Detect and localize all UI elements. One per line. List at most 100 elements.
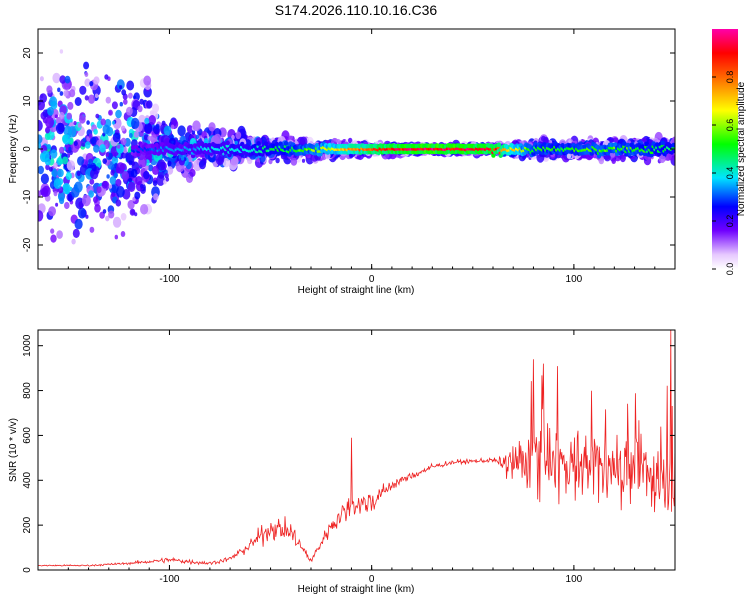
heatmap-ridge-cell (649, 152, 654, 158)
colorbar-tick-label: 0.6 (725, 119, 735, 132)
heatmap-blob (120, 137, 127, 146)
heatmap-ridge-cell (496, 142, 502, 148)
heatmap-blob (157, 159, 166, 171)
heatmap-blob (84, 141, 91, 149)
heatmap-blob (230, 156, 239, 167)
heatmap-blob (598, 157, 605, 165)
heatmap-blob (50, 234, 57, 243)
heatmap-blob (69, 150, 73, 155)
colorbar-gradient (712, 29, 738, 269)
heatmap-ridge-cell (644, 141, 649, 147)
heatmap-blob (191, 130, 196, 135)
heatmap-blob (611, 158, 616, 164)
spectrogram-y-tick-label: 20 (22, 47, 33, 59)
heatmap-blob (38, 165, 44, 175)
heatmap-blob (144, 164, 149, 171)
heatmap-blob (147, 164, 154, 172)
heatmap-blob (109, 176, 117, 185)
heatmap-blob (155, 123, 160, 130)
heatmap-blob (45, 116, 55, 129)
heatmap-blob (167, 160, 172, 167)
heatmap-blob (140, 204, 149, 215)
heatmap-blob (135, 176, 143, 186)
heatmap-blob (86, 120, 90, 125)
heatmap-blob (115, 167, 121, 174)
heatmap-blob (46, 144, 52, 150)
heatmap-blob (147, 135, 152, 141)
heatmap-blob (143, 75, 152, 86)
heatmap-blob (146, 100, 153, 109)
heatmap-blob (99, 144, 106, 153)
heatmap-blob (128, 177, 133, 183)
heatmap-blob (87, 163, 91, 168)
heatmap-blob (152, 165, 159, 175)
heatmap-blob (116, 144, 121, 149)
heatmap-blob (50, 228, 55, 234)
heatmap-blob (62, 156, 69, 165)
spectrogram-x-tick-label: -100 (159, 274, 179, 285)
heatmap-blob (88, 133, 93, 139)
heatmap-blob (38, 141, 42, 150)
heatmap-blob (47, 106, 54, 116)
heatmap-ridge-cell (263, 141, 269, 147)
heatmap-blob (88, 190, 94, 198)
heatmap-blob (82, 137, 87, 142)
heatmap-blob (105, 152, 110, 157)
heatmap-blob (68, 146, 72, 152)
heatmap-blob (41, 150, 50, 162)
heatmap-blob (108, 109, 113, 116)
heatmap-blob (54, 114, 58, 119)
heatmap-blob (85, 214, 89, 219)
heatmap-blob (38, 134, 43, 144)
heatmap-blob (189, 168, 196, 177)
heatmap-blob (94, 204, 101, 213)
snr-x-tick-label: -100 (159, 574, 179, 585)
heatmap-blob (71, 238, 76, 245)
heatmap-blob (108, 210, 115, 219)
heatmap-blob (59, 146, 65, 154)
heatmap-blob (222, 157, 230, 168)
heatmap-ridge-cell (254, 151, 259, 157)
snr-y-label: SNR (10 * v/v) (8, 418, 19, 482)
snr-y-tick-label: 800 (22, 382, 33, 399)
snr-y-tick-label: 400 (22, 472, 33, 489)
snr-x-tick-label: 0 (369, 574, 375, 585)
heatmap-blob (74, 218, 83, 230)
heatmap-blob (231, 134, 235, 140)
heatmap-ridge-cell (622, 141, 627, 147)
heatmap-blob (77, 207, 87, 219)
heatmap-blob (204, 137, 209, 144)
colorbar-tick-label: 0.2 (725, 215, 735, 228)
spectrogram-y-tick-label: 0 (22, 146, 33, 152)
heatmap-blob (105, 96, 112, 104)
heatmap-blob (45, 164, 50, 171)
heatmap-blob (63, 90, 69, 97)
heatmap-blob (52, 72, 61, 84)
heatmap-blob (93, 196, 98, 203)
heatmap-blob (99, 211, 105, 219)
heatmap-blob (62, 183, 71, 195)
heatmap-blob (78, 114, 86, 124)
heatmap-blob (123, 98, 128, 105)
heatmap-blob (65, 172, 72, 181)
heatmap-blob (208, 122, 216, 132)
spectrogram-x-tick-label: 100 (566, 274, 583, 285)
heatmap-blob (130, 168, 138, 178)
heatmap-blob (44, 132, 51, 141)
colorbar-tick-label: 0.8 (725, 71, 735, 84)
heatmap-blob (144, 117, 150, 125)
heatmap-blob (140, 183, 144, 189)
snr-y-tick-label: 200 (22, 516, 33, 533)
heatmap-blob (348, 137, 353, 144)
heatmap-blob (40, 173, 50, 185)
heatmap-blob (213, 133, 222, 145)
heatmap-blob (59, 111, 65, 120)
heatmap-blob (59, 197, 65, 205)
heatmap-ridge-cell (189, 144, 194, 149)
heatmap-blob (144, 122, 153, 134)
heatmap-ridge-cell (238, 151, 243, 157)
spectrogram-y-label: Frequency (Hz) (8, 115, 19, 184)
